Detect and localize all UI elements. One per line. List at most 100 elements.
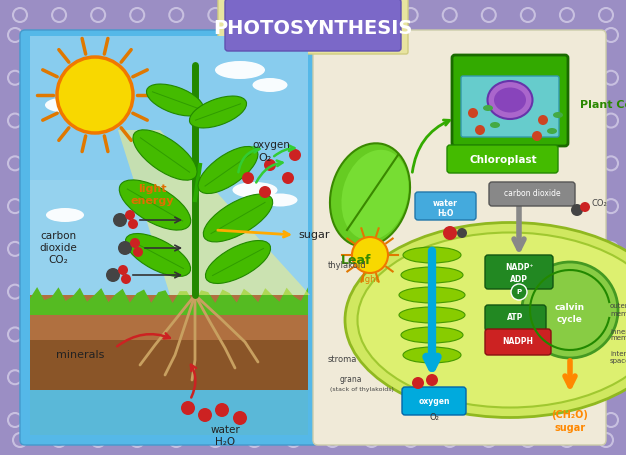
Text: CO₂: CO₂ bbox=[592, 198, 608, 207]
FancyBboxPatch shape bbox=[225, 0, 401, 51]
Ellipse shape bbox=[65, 87, 115, 103]
Circle shape bbox=[443, 8, 457, 22]
Circle shape bbox=[604, 242, 618, 256]
Circle shape bbox=[128, 219, 138, 229]
Ellipse shape bbox=[215, 61, 265, 79]
Text: O₂: O₂ bbox=[258, 153, 271, 163]
Circle shape bbox=[118, 241, 132, 255]
FancyBboxPatch shape bbox=[313, 30, 606, 445]
Circle shape bbox=[604, 285, 618, 298]
Circle shape bbox=[599, 8, 613, 22]
FancyBboxPatch shape bbox=[402, 387, 466, 415]
Text: sugar: sugar bbox=[555, 423, 585, 433]
Ellipse shape bbox=[345, 222, 626, 418]
Circle shape bbox=[443, 226, 457, 240]
Ellipse shape bbox=[133, 130, 197, 180]
Text: sugar: sugar bbox=[298, 230, 329, 240]
Text: (stack of thylakoids): (stack of thylakoids) bbox=[330, 388, 394, 393]
Ellipse shape bbox=[341, 150, 409, 240]
Ellipse shape bbox=[203, 194, 273, 242]
Polygon shape bbox=[30, 180, 308, 295]
Circle shape bbox=[13, 8, 27, 22]
Circle shape bbox=[443, 433, 457, 447]
Text: light: light bbox=[361, 275, 379, 284]
Text: oxygen: oxygen bbox=[252, 140, 290, 150]
Ellipse shape bbox=[232, 182, 277, 198]
Circle shape bbox=[91, 433, 105, 447]
Ellipse shape bbox=[553, 112, 563, 118]
Circle shape bbox=[457, 228, 467, 238]
Circle shape bbox=[181, 401, 195, 415]
Circle shape bbox=[604, 114, 618, 127]
Polygon shape bbox=[30, 295, 308, 430]
Ellipse shape bbox=[330, 143, 410, 247]
Ellipse shape bbox=[357, 233, 626, 408]
Text: minerals: minerals bbox=[56, 350, 104, 360]
FancyBboxPatch shape bbox=[20, 30, 318, 445]
Circle shape bbox=[522, 262, 618, 358]
Circle shape bbox=[259, 186, 271, 198]
Circle shape bbox=[604, 71, 618, 85]
Ellipse shape bbox=[120, 180, 191, 230]
Circle shape bbox=[599, 433, 613, 447]
Circle shape bbox=[364, 433, 379, 447]
Circle shape bbox=[106, 268, 120, 282]
Text: ATP: ATP bbox=[507, 313, 523, 323]
Text: Leaf: Leaf bbox=[341, 253, 371, 267]
Circle shape bbox=[8, 370, 22, 384]
Circle shape bbox=[289, 149, 301, 161]
Ellipse shape bbox=[399, 307, 465, 323]
Text: stroma: stroma bbox=[328, 355, 357, 364]
Text: Chloroplast: Chloroplast bbox=[470, 155, 537, 165]
Ellipse shape bbox=[262, 193, 297, 207]
Circle shape bbox=[130, 433, 144, 447]
Text: H₂O: H₂O bbox=[437, 208, 453, 217]
Circle shape bbox=[364, 8, 379, 22]
Text: H₂O: H₂O bbox=[215, 437, 235, 447]
Circle shape bbox=[326, 433, 339, 447]
Circle shape bbox=[91, 8, 105, 22]
Circle shape bbox=[169, 8, 183, 22]
Text: outer
membrane: outer membrane bbox=[610, 303, 626, 317]
Circle shape bbox=[125, 210, 135, 220]
Text: grana: grana bbox=[340, 375, 362, 384]
Circle shape bbox=[511, 284, 527, 300]
Circle shape bbox=[8, 157, 22, 170]
Text: carbon
dioxide
CO₂: carbon dioxide CO₂ bbox=[39, 231, 77, 265]
Circle shape bbox=[604, 199, 618, 213]
Circle shape bbox=[233, 411, 247, 425]
Ellipse shape bbox=[125, 233, 190, 277]
Circle shape bbox=[247, 433, 262, 447]
Text: intermembrane
space: intermembrane space bbox=[610, 352, 626, 364]
Circle shape bbox=[571, 204, 583, 216]
Polygon shape bbox=[118, 130, 310, 295]
Text: NADPH: NADPH bbox=[503, 338, 533, 347]
Polygon shape bbox=[30, 390, 308, 435]
Text: PHOTOSYNTHESIS: PHOTOSYNTHESIS bbox=[213, 19, 413, 37]
Text: light
energy: light energy bbox=[130, 184, 174, 206]
Circle shape bbox=[521, 8, 535, 22]
Circle shape bbox=[264, 159, 276, 171]
Ellipse shape bbox=[494, 87, 526, 112]
Circle shape bbox=[282, 172, 294, 184]
Circle shape bbox=[604, 328, 618, 341]
Text: oxygen: oxygen bbox=[418, 396, 449, 405]
Circle shape bbox=[215, 403, 229, 417]
Circle shape bbox=[468, 108, 478, 118]
Ellipse shape bbox=[45, 97, 85, 112]
Circle shape bbox=[8, 199, 22, 213]
Ellipse shape bbox=[547, 128, 557, 134]
Ellipse shape bbox=[403, 347, 461, 363]
FancyBboxPatch shape bbox=[461, 76, 559, 137]
Circle shape bbox=[13, 433, 27, 447]
FancyBboxPatch shape bbox=[447, 145, 558, 173]
Circle shape bbox=[352, 237, 388, 273]
Ellipse shape bbox=[401, 267, 463, 283]
Ellipse shape bbox=[252, 78, 287, 92]
Circle shape bbox=[404, 8, 418, 22]
Text: O₂: O₂ bbox=[429, 414, 439, 423]
Circle shape bbox=[538, 115, 548, 125]
Text: cycle: cycle bbox=[557, 315, 583, 324]
Ellipse shape bbox=[190, 96, 247, 128]
Circle shape bbox=[247, 8, 262, 22]
